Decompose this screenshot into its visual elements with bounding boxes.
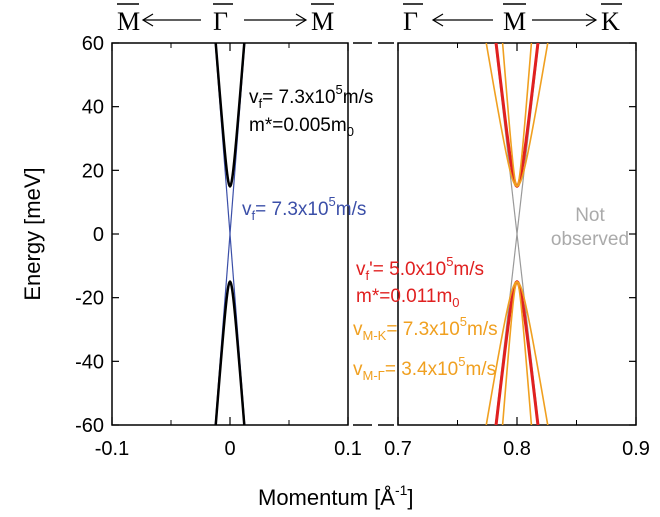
annotations: vf= 7.3x105m/s m*=0.005m0 vf= 7.3x105m/s… — [242, 82, 629, 383]
top-label-right-K: K — [601, 7, 620, 36]
top-label-left-Gamma: Γ — [213, 7, 228, 36]
left-vf-black-label: vf= 7.3x105m/s — [249, 82, 373, 111]
tick-labels: 60 40 20 0 -20 -40 -60-0.1 0 0.1 0.7 0.8 0.9 — [75, 33, 650, 460]
y-tick-label: 20 — [82, 160, 104, 182]
right-vf-red-label: vf'= 5.0x105m/s — [356, 254, 484, 283]
top-label-right-M: M — [503, 7, 526, 36]
top-label-left-M2: M — [311, 7, 334, 36]
right-mass-label: m*=0.011m0 — [356, 286, 460, 310]
not-observed-label-1: Not — [575, 205, 605, 226]
top-label-right-Gamma: Γ — [403, 7, 418, 36]
y-tick-label: -20 — [75, 288, 104, 310]
x-axis-title: Momentum [Å-1] — [258, 482, 414, 510]
series-curve-gapped-massive — [214, 279, 246, 425]
x-tick-label: 0.8 — [503, 438, 531, 460]
y-tick-label: -60 — [75, 415, 104, 437]
arrow-right-1 — [431, 13, 493, 27]
x-tick-label: 0 — [224, 438, 235, 460]
right-vmk-label: vM-K= 7.3x105m/s — [353, 314, 498, 343]
x-tick-label: 0.7 — [384, 438, 412, 460]
series-curve-anisotropic-M- — [485, 43, 549, 188]
left-panel — [111, 42, 349, 426]
series-curve-anisotropic-M- — [485, 280, 549, 425]
arrow-right-2 — [532, 13, 598, 27]
series-curve-anisotropic-M-K — [501, 43, 533, 188]
y-axis-title: Energy [meV] — [20, 167, 45, 300]
right-curves — [485, 43, 549, 425]
series-curve-anisotropic-M-K — [501, 280, 533, 425]
series-curve-gapped-massive — [494, 279, 540, 425]
x-tick-label: 0.9 — [622, 438, 650, 460]
series-curve-gapped-massive — [494, 43, 540, 189]
top-label-left-M: M — [117, 7, 140, 36]
arrow-left-1 — [141, 13, 201, 27]
series-curve-gapped-massive — [214, 43, 246, 189]
top-labels: M Γ M Γ M K — [117, 3, 622, 36]
left-vf-blue-label: vf= 7.3x105m/s — [242, 194, 366, 223]
left-mass-label: m*=0.005m0 — [249, 115, 354, 139]
y-tick-label: 60 — [82, 33, 104, 55]
x-tick-label: -0.1 — [95, 438, 129, 460]
y-tick-label: 40 — [82, 97, 104, 119]
ticks — [111, 42, 637, 426]
x-tick-label: 0.1 — [334, 438, 362, 460]
not-observed-label-2: observed — [551, 229, 629, 250]
right-vmg-label: vM-Γ= 3.4x105m/s — [353, 354, 496, 383]
axis-break — [350, 36, 396, 432]
y-tick-label: -40 — [75, 351, 104, 373]
left-curves — [214, 43, 246, 425]
arrow-left-2 — [244, 13, 308, 27]
y-tick-label: 0 — [93, 224, 104, 246]
